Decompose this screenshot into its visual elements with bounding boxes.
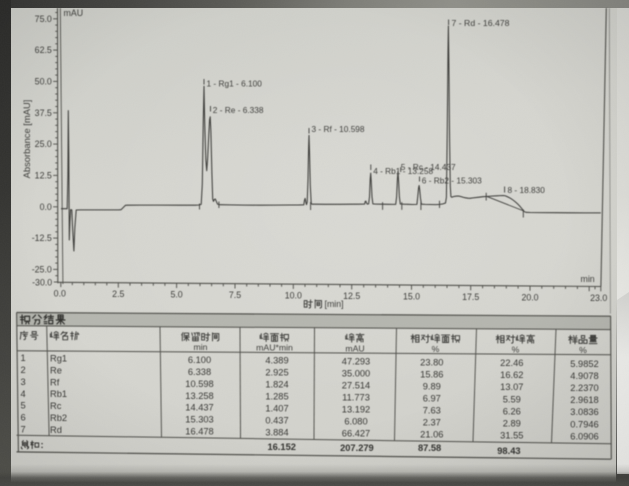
svg-text:31.55: 31.55 <box>500 431 523 441</box>
svg-text:Rc: Rc <box>50 401 62 411</box>
svg-text:50.0: 50.0 <box>35 77 52 87</box>
svg-text:1.824: 1.824 <box>265 380 288 390</box>
svg-text:%: % <box>512 344 520 354</box>
svg-text:Rg1: Rg1 <box>50 354 67 364</box>
svg-text:7.5: 7.5 <box>229 290 241 300</box>
svg-text:23.80: 23.80 <box>420 357 443 367</box>
svg-text:6 - Rb2 - 15.303: 6 - Rb2 - 15.303 <box>422 175 482 185</box>
svg-text:3: 3 <box>21 377 26 387</box>
svg-text:Re: Re <box>50 365 62 375</box>
svg-text:62.5: 62.5 <box>35 45 52 55</box>
svg-text:37.5: 37.5 <box>35 108 52 118</box>
svg-text:%: % <box>579 345 587 355</box>
svg-text:min: min <box>581 274 595 284</box>
svg-text:20.0: 20.0 <box>521 292 538 302</box>
svg-text:0.0: 0.0 <box>40 202 52 212</box>
svg-text:1 - Rg1 - 6.100: 1 - Rg1 - 6.100 <box>207 78 263 88</box>
svg-text:35.000: 35.000 <box>342 369 370 379</box>
svg-text:2 - Re - 6.338: 2 - Re - 6.338 <box>213 105 264 115</box>
svg-text:13.07: 13.07 <box>500 382 523 392</box>
svg-text:21.06: 21.06 <box>420 430 443 440</box>
svg-text:75.0: 75.0 <box>35 14 52 24</box>
svg-text:-30.0: -30.0 <box>32 277 52 287</box>
svg-text:2.2370: 2.2370 <box>570 383 598 393</box>
svg-text:7 - Rd - 16.478: 7 - Rd - 16.478 <box>452 18 510 28</box>
svg-text:Absorbance [mAU]: Absorbance [mAU] <box>21 100 32 179</box>
svg-text:66.427: 66.427 <box>342 429 370 439</box>
svg-text:3 - Rf - 10.598: 3 - Rf - 10.598 <box>312 124 365 134</box>
svg-text::: : <box>41 440 44 450</box>
svg-text:6: 6 <box>21 413 26 423</box>
svg-text:15.0: 15.0 <box>403 291 420 301</box>
svg-text:15.86: 15.86 <box>420 369 443 379</box>
svg-text:1.407: 1.407 <box>265 404 288 414</box>
svg-text:mAU*min: mAU*min <box>256 343 293 353</box>
svg-text:6.080: 6.080 <box>344 417 367 427</box>
svg-text:mAU: mAU <box>345 343 364 353</box>
svg-text:4.389: 4.389 <box>265 356 288 366</box>
svg-text:min: min <box>194 342 208 352</box>
svg-text:1: 1 <box>21 353 26 363</box>
svg-text:207.279: 207.279 <box>340 443 374 453</box>
svg-text:2.89: 2.89 <box>503 418 521 428</box>
svg-text:6.338: 6.338 <box>188 367 211 377</box>
svg-text:Rf: Rf <box>50 377 60 387</box>
svg-text:16.478: 16.478 <box>185 427 213 437</box>
svg-text:12.5: 12.5 <box>35 171 52 181</box>
svg-text:87.58: 87.58 <box>418 443 441 453</box>
svg-text:8 - 18.830: 8 - 18.830 <box>508 185 546 195</box>
svg-text:9.89: 9.89 <box>423 381 441 391</box>
svg-text:13.192: 13.192 <box>342 405 370 415</box>
svg-text:17.5: 17.5 <box>462 292 479 302</box>
svg-text:4.9078: 4.9078 <box>570 371 598 381</box>
svg-text:27.514: 27.514 <box>342 381 370 391</box>
svg-text:-25.0: -25.0 <box>32 265 52 275</box>
svg-text:7: 7 <box>21 424 26 434</box>
svg-text:2.9618: 2.9618 <box>570 395 598 405</box>
svg-text:14.437: 14.437 <box>185 403 213 413</box>
svg-text:11.773: 11.773 <box>342 393 370 403</box>
svg-text:7.63: 7.63 <box>423 405 441 415</box>
svg-text:2.37: 2.37 <box>423 417 441 427</box>
svg-text:5 - Rc - 14.437: 5 - Rc - 14.437 <box>401 162 456 172</box>
svg-text:3.0836: 3.0836 <box>570 407 598 417</box>
svg-text:-12.5: -12.5 <box>32 233 52 243</box>
svg-text:0.437: 0.437 <box>265 416 288 426</box>
svg-text:Rb1: Rb1 <box>50 389 67 399</box>
svg-text:4: 4 <box>21 389 26 399</box>
svg-text:1.285: 1.285 <box>265 392 288 402</box>
svg-text:5.0: 5.0 <box>170 290 182 300</box>
svg-text:16.152: 16.152 <box>267 442 295 452</box>
svg-text:15.303: 15.303 <box>185 415 213 425</box>
svg-text:13.258: 13.258 <box>185 391 213 401</box>
svg-text:23.0: 23.0 <box>590 293 607 303</box>
svg-text:0.0: 0.0 <box>54 289 66 299</box>
svg-text:6.100: 6.100 <box>188 355 211 365</box>
svg-text:10.598: 10.598 <box>185 379 213 389</box>
svg-text:Rd: Rd <box>50 425 62 435</box>
svg-text:47.293: 47.293 <box>342 357 370 367</box>
svg-text:3.884: 3.884 <box>265 428 288 438</box>
svg-text:Rb2: Rb2 <box>50 413 67 423</box>
svg-text:98.43: 98.43 <box>497 446 520 456</box>
svg-text:10.0: 10.0 <box>285 290 302 300</box>
svg-text:6.26: 6.26 <box>503 406 521 416</box>
svg-text:16.62: 16.62 <box>500 370 523 380</box>
svg-text:12.5: 12.5 <box>343 291 360 301</box>
svg-text:5: 5 <box>21 401 26 411</box>
svg-text:2.5: 2.5 <box>112 289 124 299</box>
svg-text:%: % <box>432 344 440 354</box>
svg-text:5.59: 5.59 <box>503 394 521 404</box>
svg-text:2: 2 <box>21 365 26 375</box>
svg-text:[min]: [min] <box>325 299 344 309</box>
svg-text:2.925: 2.925 <box>265 368 288 378</box>
svg-text:6.97: 6.97 <box>423 393 441 403</box>
svg-text:5.9852: 5.9852 <box>570 359 598 369</box>
svg-text:0.7946: 0.7946 <box>570 419 598 429</box>
svg-text:25.0: 25.0 <box>35 139 52 149</box>
svg-text:22.46: 22.46 <box>500 358 523 368</box>
svg-text:mAU: mAU <box>64 8 84 18</box>
svg-text:6.0906: 6.0906 <box>570 431 598 441</box>
